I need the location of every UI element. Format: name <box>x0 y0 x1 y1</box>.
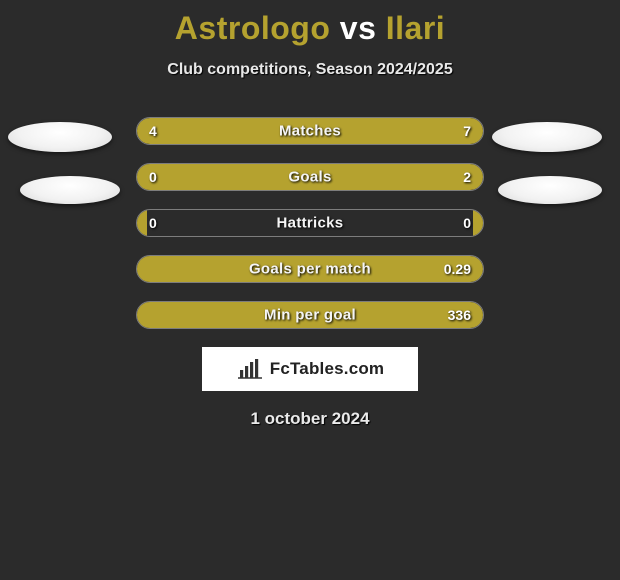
stat-value-left: 4 <box>149 123 157 139</box>
side-ellipse <box>498 176 602 204</box>
stat-label: Hattricks <box>137 215 483 232</box>
player1-name: Astrologo <box>175 10 331 46</box>
stat-value-left: 0 <box>149 169 157 185</box>
stat-value-right: 2 <box>463 169 471 185</box>
vs-text: vs <box>340 10 377 46</box>
side-ellipse <box>20 176 120 204</box>
side-ellipse <box>8 122 112 152</box>
stat-label: Min per goal <box>137 307 483 324</box>
stat-rows: Matches47Goals02Hattricks00Goals per mat… <box>136 117 484 329</box>
player2-name: Ilari <box>386 10 445 46</box>
stat-row: Min per goal336 <box>136 301 484 329</box>
stat-label: Goals per match <box>137 261 483 278</box>
subtitle-text: Club competitions, Season 2024/2025 <box>0 61 620 79</box>
stat-label: Matches <box>137 123 483 140</box>
stat-value-left: 0 <box>149 215 157 231</box>
source-badge[interactable]: FcTables.com <box>202 347 418 391</box>
stat-value-right: 0 <box>463 215 471 231</box>
stat-value-right: 7 <box>463 123 471 139</box>
date-text: 1 october 2024 <box>0 409 620 429</box>
bar-chart-icon <box>236 358 264 380</box>
comparison-title: Astrologo vs Ilari <box>0 0 620 47</box>
source-label: FcTables.com <box>270 359 385 379</box>
stat-row: Matches4 7 <box>136 117 484 145</box>
stat-value-right: 0.29 <box>444 261 471 277</box>
stat-row: Hattricks0 0 <box>136 209 484 237</box>
side-ellipse <box>492 122 602 152</box>
stat-row: Goals per match0.29 <box>136 255 484 283</box>
stat-value-right: 336 <box>448 307 471 323</box>
stat-label: Goals <box>137 169 483 186</box>
stat-row: Goals0 2 <box>136 163 484 191</box>
